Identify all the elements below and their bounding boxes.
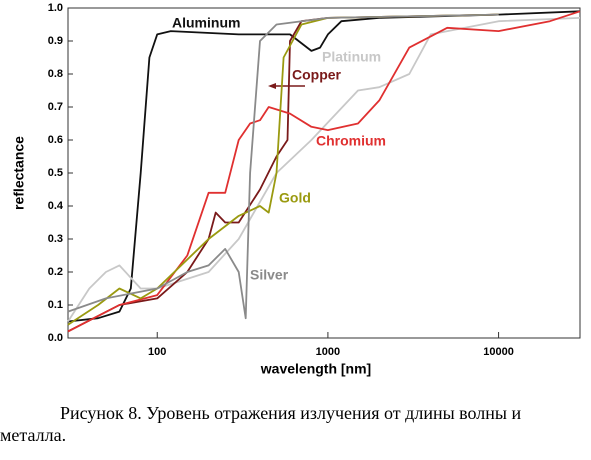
y-tick-label: 0.4 — [48, 200, 64, 212]
y-tick-label: 0.2 — [48, 266, 63, 278]
y-tick-label: 0.7 — [48, 101, 63, 113]
series-line — [67, 13, 499, 333]
y-tick-label: 0.1 — [48, 299, 63, 311]
series-line — [67, 10, 581, 323]
y-tick-label: 1.0 — [48, 2, 63, 14]
series-label: Copper — [292, 67, 342, 83]
x-tick-label: 1000 — [316, 346, 340, 358]
y-tick-label: 0.3 — [48, 233, 63, 245]
chart: wavelength [nm] reflectance 0.0 0.1 0.2 0.3… — [11, 2, 581, 377]
series-line — [67, 13, 499, 320]
y-tick-label: 0.6 — [48, 134, 63, 146]
y-tick-label: 0.5 — [48, 167, 63, 179]
y-tick-label: 0.0 — [48, 332, 63, 344]
caption: Рисунок 8. Уровень отражения излучения о… — [0, 403, 522, 445]
x-tick-label: 100 — [148, 346, 166, 358]
series-label: Aluminum — [172, 15, 240, 31]
copper-arrowhead — [268, 83, 276, 89]
x-tick-label: 10000 — [483, 346, 514, 358]
y-tick-label: 0.8 — [48, 68, 63, 80]
series-label: Platinum — [322, 49, 381, 65]
series-label: Gold — [279, 190, 311, 206]
y-tick-label: 0.9 — [48, 35, 63, 47]
series-label: Silver — [250, 267, 289, 283]
series-label: Chromium — [316, 133, 386, 149]
series-line — [67, 10, 581, 333]
series-line — [67, 17, 581, 322]
x-axis-label: wavelength [nm] — [260, 361, 371, 377]
y-axis-label: reflectance — [11, 136, 27, 210]
